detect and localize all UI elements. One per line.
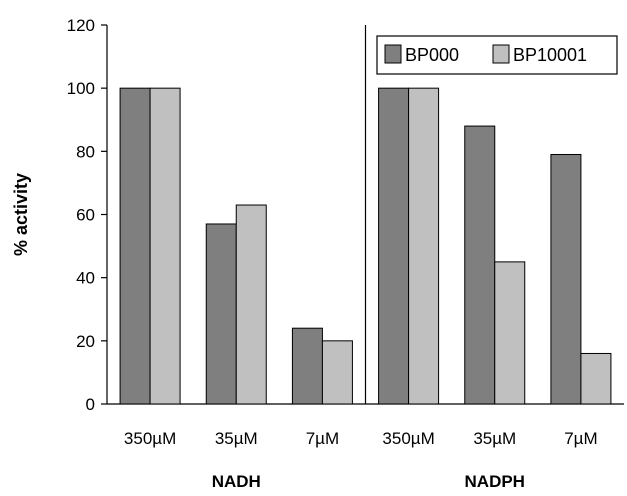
x-axis-labels: 350µM 35µM 7µM NADH 350µM 35µM 7µM NADPH (124, 429, 598, 491)
group-label: NADPH (465, 472, 525, 491)
group-label: NADH (212, 472, 261, 491)
bar-bp10001 (408, 87, 440, 405)
y-axis-title: % activity (11, 173, 31, 256)
legend-swatch-bp10001 (492, 44, 510, 64)
bar-bp10001 (494, 261, 526, 405)
x-category-label: 7µM (306, 429, 339, 448)
bar-bp10001 (580, 352, 612, 405)
legend: BP000 BP10001 (376, 35, 618, 75)
y-tick-label: 20 (76, 332, 95, 351)
legend-label-bp000: BP000 (405, 45, 459, 65)
x-category-label: 350µM (382, 429, 434, 448)
y-tick-label: 0 (86, 395, 95, 414)
x-category-label: 350µM (124, 429, 176, 448)
y-tick-label: 40 (76, 269, 95, 288)
legend-swatch-bp000 (384, 44, 402, 64)
bar-bp000 (291, 327, 323, 405)
bar-bp10001 (321, 340, 353, 405)
bar-bp10001 (149, 87, 181, 405)
x-category-label: 35µM (215, 429, 258, 448)
bar-bp000 (550, 153, 582, 405)
y-axis: 0 20 40 60 80 100 120 (67, 16, 624, 414)
y-tick-label: 120 (67, 16, 95, 35)
bar-bp000 (205, 223, 237, 405)
bars (119, 87, 612, 405)
bar-bp000 (464, 125, 496, 405)
bar-bp10001 (235, 204, 267, 405)
bar-bp000 (119, 87, 151, 405)
y-tick-label: 100 (67, 79, 95, 98)
y-tick-label: 80 (76, 142, 95, 161)
x-category-label: 35µM (473, 429, 516, 448)
legend-label-bp10001: BP10001 (513, 45, 587, 65)
y-tick-label: 60 (76, 206, 95, 225)
bar-bp000 (378, 87, 410, 405)
x-category-label: 7µM (564, 429, 597, 448)
